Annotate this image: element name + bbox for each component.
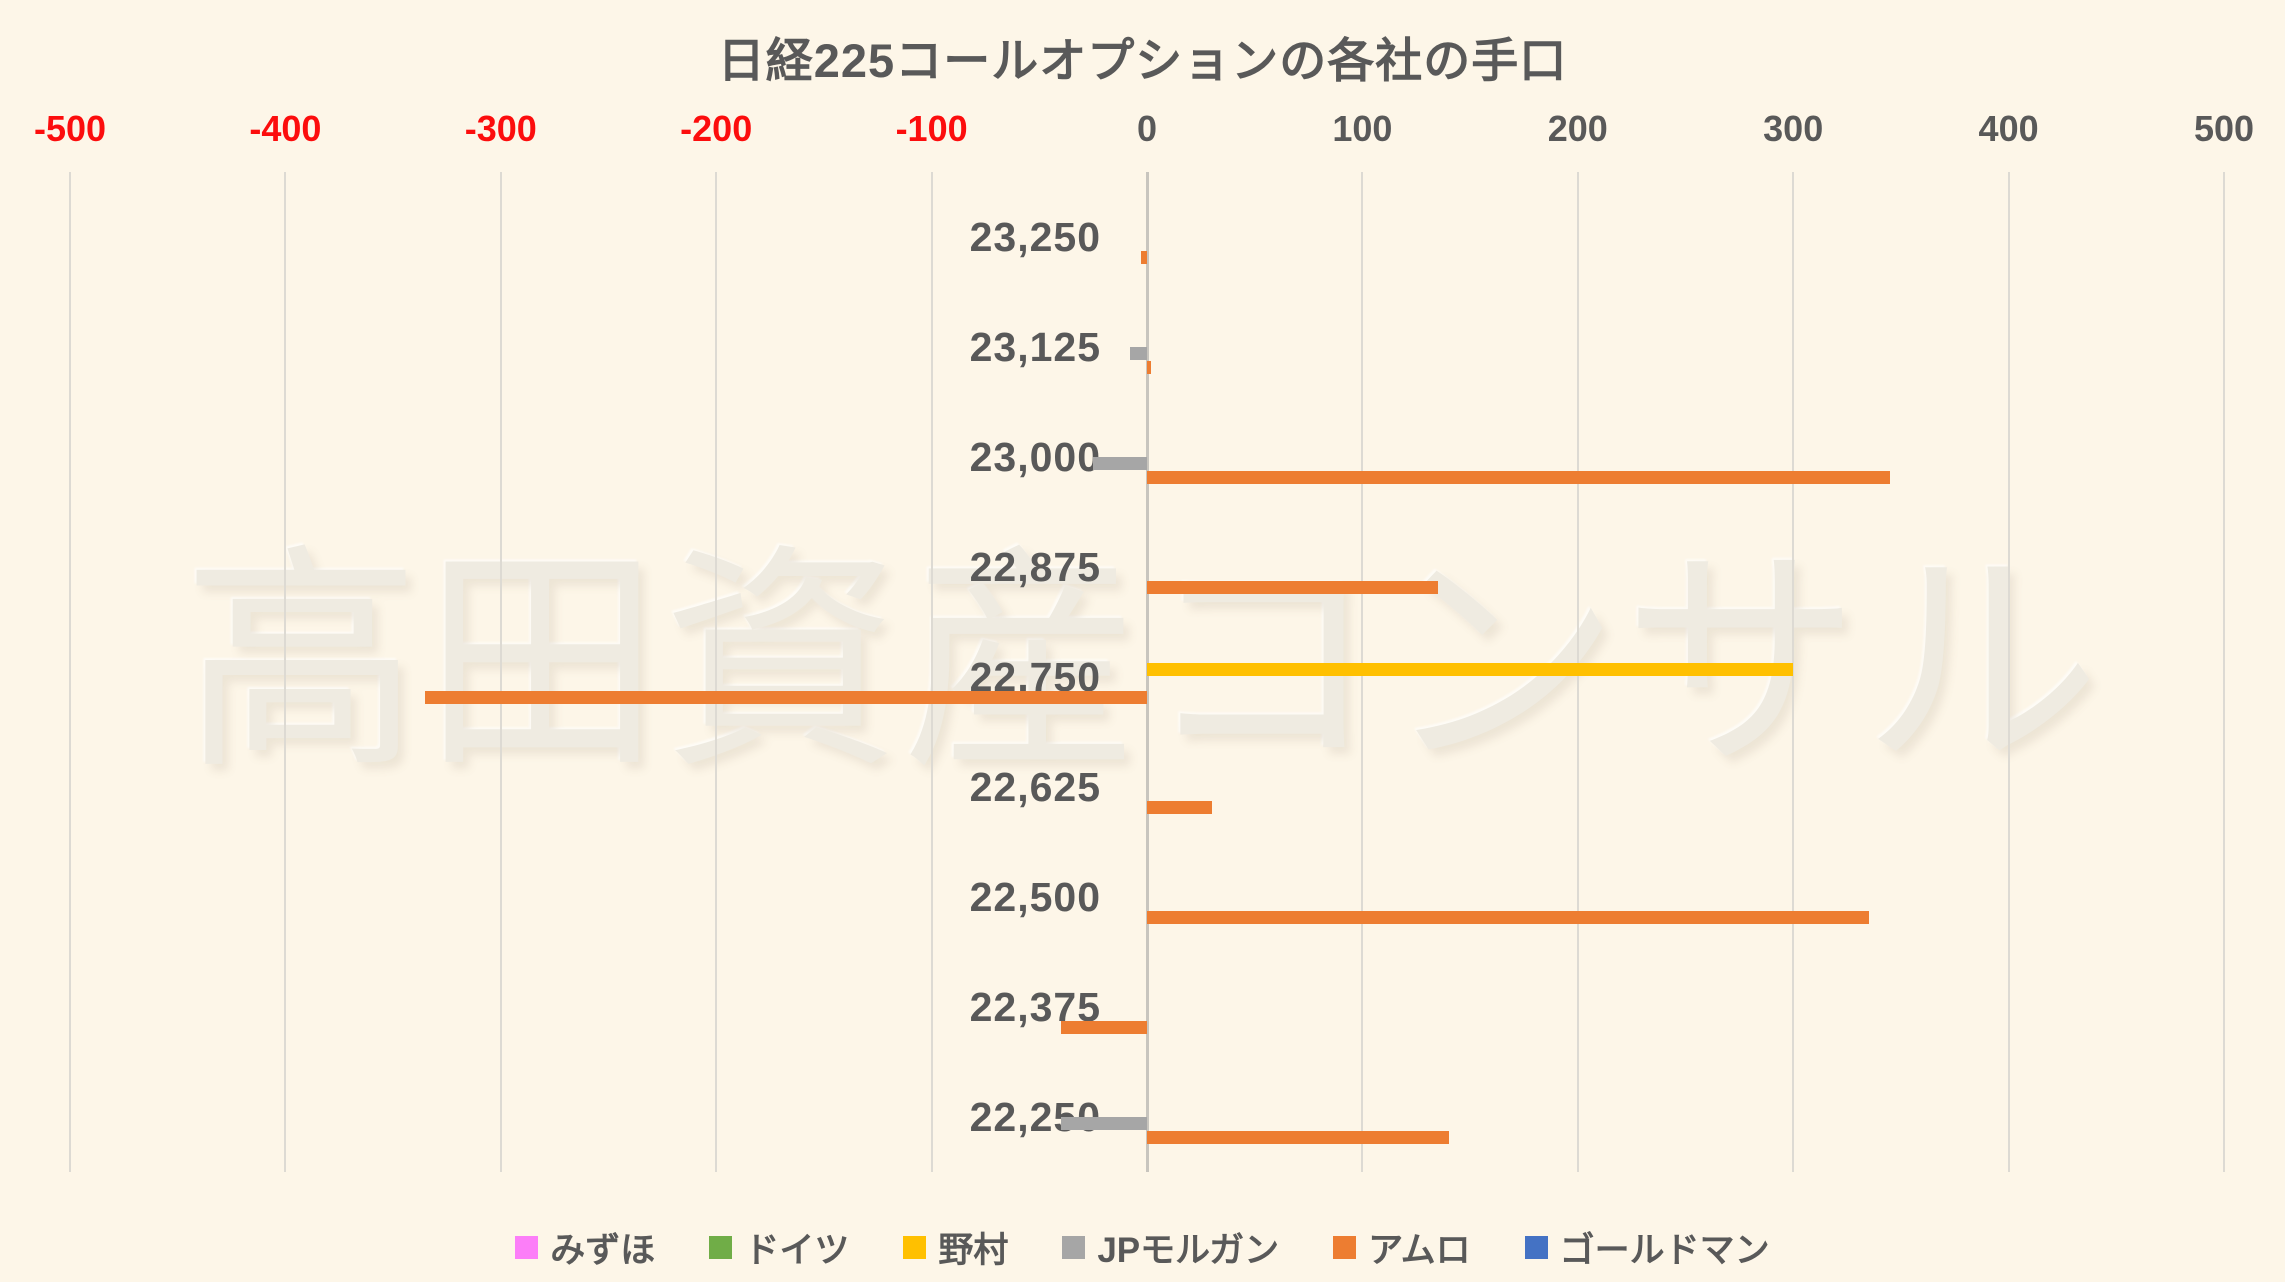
x-axis-tick-label: -200	[680, 108, 753, 149]
category-label: 22,750	[969, 653, 1101, 700]
legend-item: JPモルガン	[1062, 1222, 1279, 1273]
category-label: 23,250	[969, 213, 1101, 260]
legend-item: みずほ	[515, 1222, 655, 1273]
legend-item: 野村	[903, 1222, 1008, 1273]
x-axis-tick-label: 400	[1978, 108, 2039, 149]
bar-segment	[1140, 251, 1147, 264]
gridline	[2007, 172, 2010, 1172]
gridline	[2223, 172, 2225, 1172]
category-label: 22,625	[969, 763, 1101, 810]
category-label: 22,375	[969, 983, 1101, 1030]
bar-segment	[1093, 457, 1147, 470]
gridline	[1792, 172, 1795, 1172]
legend-item: ゴールドマン	[1524, 1222, 1770, 1273]
legend-label: ドイツ	[744, 1230, 850, 1270]
bar-segment	[1060, 1117, 1147, 1130]
gridline	[715, 172, 718, 1172]
bar-segment	[1129, 347, 1147, 360]
x-axis-tick-label: -300	[464, 108, 537, 149]
x-axis-tick-label: 500	[2193, 108, 2255, 149]
category-band: 23,125	[70, 292, 2224, 402]
legend-label: アムロ	[1368, 1230, 1471, 1270]
category-band: 22,625	[70, 732, 2224, 842]
legend-label: ゴールドマン	[1559, 1230, 1770, 1270]
x-axis-tick-label: 100	[1332, 108, 1393, 149]
bar-segment	[1147, 471, 1891, 484]
legend-swatch-icon	[1524, 1235, 1548, 1259]
category-label: 22,500	[969, 873, 1101, 920]
x-axis-tick-label: -500	[33, 108, 107, 149]
legend-item: ドイツ	[709, 1222, 849, 1273]
legend-swatch-icon	[1062, 1235, 1086, 1259]
bar-segment	[1147, 581, 1438, 594]
legend-swatch-icon	[709, 1235, 733, 1259]
gridline	[499, 172, 502, 1172]
bar-segment	[1147, 1131, 1449, 1144]
bar-segment	[1147, 801, 1212, 814]
category-band: 23,000	[70, 402, 2224, 512]
gridline	[69, 172, 71, 1172]
x-axis-tick-label: 200	[1547, 108, 1608, 149]
legend-swatch-icon	[903, 1235, 927, 1259]
category-label: 23,125	[969, 323, 1101, 370]
x-axis-tick-label: 300	[1763, 108, 1824, 149]
bar-segment	[1147, 361, 1152, 374]
legend-label: 野村	[938, 1230, 1009, 1270]
x-axis-tick-label: -400	[249, 108, 322, 149]
x-axis-tick-label: -100	[895, 108, 968, 149]
bar-segment	[425, 691, 1147, 704]
category-band: 23,250	[70, 182, 2224, 292]
x-axis-tick-label: 0	[1136, 108, 1158, 149]
category-label: 22,250	[969, 1093, 1101, 1140]
bar-segment	[1147, 911, 1869, 924]
bar-segment	[1147, 663, 1794, 676]
legend-item: アムロ	[1333, 1222, 1471, 1273]
legend-label: JPモルガン	[1097, 1230, 1280, 1270]
category-band: 22,375	[70, 952, 2224, 1062]
category-band: 22,250	[70, 1062, 2224, 1172]
legend-swatch-icon	[1333, 1235, 1357, 1259]
plot-area: 23,250 23,125 23,000 22,875 22,750 22,625 22,5…	[69, 172, 2225, 1172]
chart-title: 日経225コールオプションの各社の手口	[717, 34, 1568, 87]
legend: みずほ ドイツ 野村 JPモルガン アムロ ゴールドマン	[0, 1222, 2285, 1272]
category-band: 22,750	[70, 622, 2224, 732]
category-label: 23,000	[969, 433, 1101, 480]
bar-segment	[1060, 1021, 1147, 1034]
category-band: 22,500	[70, 842, 2224, 952]
category-label: 22,875	[969, 543, 1101, 590]
gridline	[930, 172, 933, 1172]
gridline	[284, 172, 287, 1172]
legend-label: みずほ	[550, 1230, 656, 1270]
category-band: 22,875	[70, 512, 2224, 622]
legend-swatch-icon	[515, 1235, 539, 1259]
